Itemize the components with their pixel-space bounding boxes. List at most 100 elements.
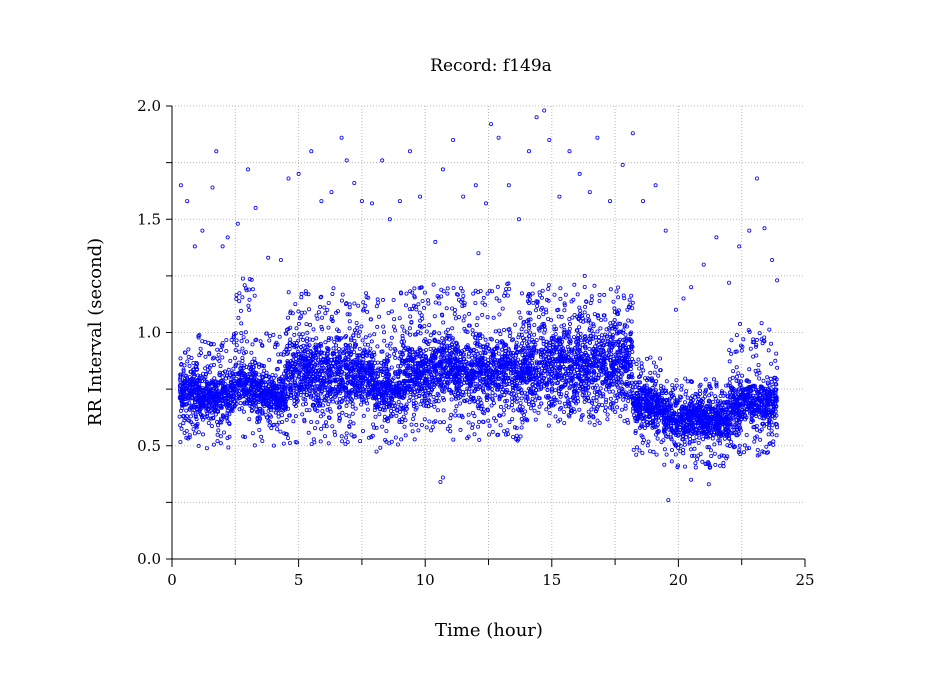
data-point xyxy=(225,405,230,410)
data-point xyxy=(293,414,298,419)
data-point xyxy=(477,381,482,386)
data-point xyxy=(313,369,318,374)
data-point xyxy=(336,346,341,351)
data-point xyxy=(619,386,624,391)
data-point xyxy=(210,415,215,420)
data-point xyxy=(470,422,475,427)
data-point xyxy=(267,390,272,395)
data-point xyxy=(470,378,475,383)
data-point xyxy=(424,381,429,386)
data-point xyxy=(435,391,440,396)
data-point xyxy=(421,403,426,408)
data-point xyxy=(336,366,341,371)
data-point xyxy=(322,387,327,392)
data-point xyxy=(453,394,458,399)
data-point xyxy=(233,331,238,336)
data-point xyxy=(441,340,446,345)
data-point xyxy=(469,359,474,364)
data-point xyxy=(477,384,482,389)
data-point xyxy=(194,366,199,371)
data-point xyxy=(441,384,446,389)
data-point xyxy=(485,291,490,296)
data-point xyxy=(219,420,224,425)
data-point xyxy=(437,363,442,368)
data-point xyxy=(511,434,516,439)
data-point xyxy=(338,351,343,356)
data-point xyxy=(580,413,585,418)
data-point xyxy=(489,403,494,408)
data-point xyxy=(389,414,394,419)
data-point xyxy=(211,442,216,447)
data-point xyxy=(418,354,423,359)
data-point xyxy=(279,408,284,413)
data-point xyxy=(378,407,383,412)
data-point xyxy=(505,366,510,371)
data-point xyxy=(218,348,223,353)
data-point xyxy=(200,375,205,380)
data-point xyxy=(380,424,385,429)
data-point xyxy=(448,429,453,434)
data-point xyxy=(431,364,436,369)
data-point xyxy=(216,389,221,394)
data-point xyxy=(494,387,499,392)
data-point xyxy=(289,367,294,372)
data-point xyxy=(501,369,506,374)
data-point xyxy=(371,350,376,355)
data-point xyxy=(422,305,427,310)
data-point xyxy=(346,372,351,377)
data-point xyxy=(301,369,306,374)
data-point xyxy=(414,307,419,312)
data-point xyxy=(497,413,502,418)
data-point xyxy=(435,382,440,387)
data-point xyxy=(444,374,449,379)
data-point xyxy=(385,368,390,373)
data-point xyxy=(497,328,502,333)
data-point xyxy=(267,379,272,384)
data-point xyxy=(226,445,231,450)
data-point xyxy=(397,316,402,321)
data-point xyxy=(514,378,519,383)
data-point xyxy=(504,361,509,366)
data-point xyxy=(241,409,246,414)
data-point xyxy=(379,349,384,354)
data-point xyxy=(239,406,244,411)
data-point xyxy=(258,339,263,344)
data-point xyxy=(284,351,289,356)
data-point xyxy=(286,315,291,320)
data-point xyxy=(422,417,427,422)
data-point xyxy=(437,301,442,306)
data-point xyxy=(275,366,280,371)
data-point xyxy=(361,357,366,362)
data-point xyxy=(334,349,339,354)
data-point xyxy=(499,389,504,394)
data-point xyxy=(223,386,228,391)
data-point xyxy=(447,348,452,353)
data-point xyxy=(301,337,306,342)
data-point xyxy=(425,340,430,345)
data-point xyxy=(344,435,349,440)
data-point xyxy=(367,362,372,367)
data-point xyxy=(426,404,431,409)
data-point xyxy=(477,375,482,380)
data-point xyxy=(303,289,308,294)
data-point xyxy=(470,425,475,430)
data-point xyxy=(520,420,525,425)
data-point xyxy=(341,347,346,352)
data-point xyxy=(429,353,434,358)
data-point xyxy=(189,369,194,374)
data-point xyxy=(304,339,309,344)
data-point xyxy=(311,327,316,332)
data-point xyxy=(405,390,410,395)
data-point xyxy=(358,439,363,444)
data-point xyxy=(352,301,357,306)
data-point xyxy=(200,386,205,391)
data-point xyxy=(216,409,221,414)
data-point xyxy=(483,337,488,342)
data-point xyxy=(234,293,239,298)
data-point xyxy=(294,394,299,399)
data-point xyxy=(208,405,213,410)
data-point xyxy=(429,354,434,359)
data-point xyxy=(296,367,301,372)
data-point xyxy=(304,392,309,397)
data-point xyxy=(474,357,479,362)
